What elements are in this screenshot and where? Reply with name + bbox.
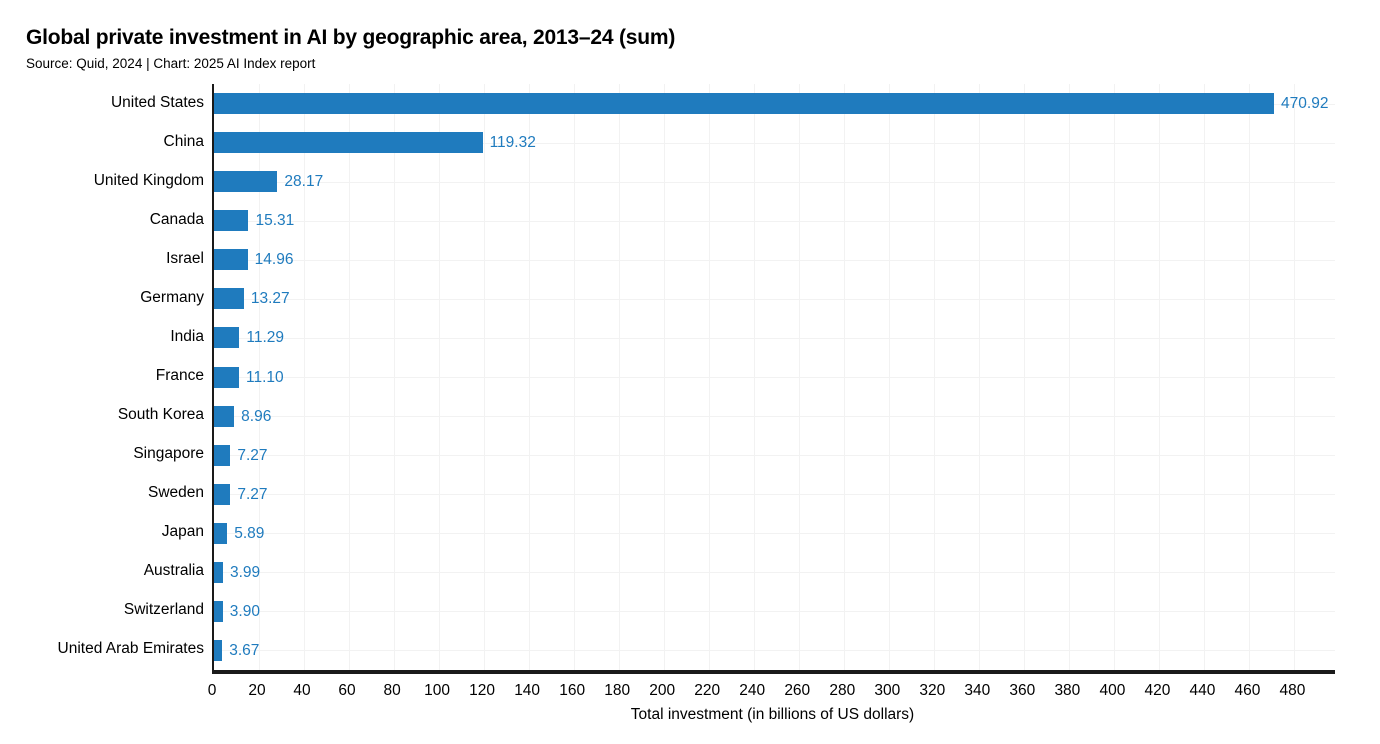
horizontal-gridline <box>214 337 1335 339</box>
x-tick-label: 200 <box>649 682 676 699</box>
category-label: France <box>155 367 204 384</box>
x-tick-label: 160 <box>559 682 586 699</box>
category-label: India <box>170 327 204 345</box>
bar-value-label: 14.96 <box>254 251 294 269</box>
bar-south-korea <box>214 405 235 427</box>
bar-switzerland <box>214 600 223 622</box>
bar-canada <box>214 210 249 232</box>
chart-source: Source: Quid, 2024 | Chart: 2025 AI Inde… <box>26 56 316 71</box>
x-tick-label: 460 <box>1234 682 1261 699</box>
bar-value-label: 11.10 <box>245 368 284 386</box>
x-tick-label: 260 <box>784 682 811 699</box>
horizontal-gridline <box>214 298 1335 300</box>
category-label: South Korea <box>117 406 204 424</box>
x-tick-label: 140 <box>514 682 541 699</box>
x-tick-label: 100 <box>424 682 451 699</box>
category-label: Singapore <box>133 445 204 463</box>
x-tick-label: 20 <box>248 682 266 699</box>
bar-united-arab-emirates <box>214 639 223 661</box>
x-tick-label: 0 <box>207 682 217 699</box>
x-tick-label: 180 <box>604 682 631 699</box>
bar-france <box>214 366 239 388</box>
category-label: Germany <box>140 288 204 306</box>
horizontal-gridline <box>214 142 1335 144</box>
category-label: China <box>163 132 205 150</box>
bar-value-label: 470.92 <box>1281 95 1329 113</box>
horizontal-gridline <box>214 650 1335 652</box>
bar-australia <box>214 561 223 583</box>
bar-israel <box>214 249 248 271</box>
bar-value-label: 13.27 <box>250 290 290 308</box>
x-tick-label: 300 <box>874 682 901 699</box>
x-tick-label: 320 <box>919 682 946 699</box>
bar-united-states <box>214 93 1275 115</box>
plot-area: 470.92 119.32 28.17 15.31 14.96 13.27 11.29 11.… <box>212 84 1335 674</box>
bar-value-label: 3.90 <box>229 602 260 620</box>
bar-singapore <box>214 444 231 466</box>
bar-united-kingdom <box>214 171 278 193</box>
x-tick-label: 420 <box>1144 682 1171 699</box>
horizontal-gridline <box>214 416 1335 418</box>
bar-value-label: 28.17 <box>284 173 324 191</box>
category-label: Sweden <box>147 484 204 502</box>
horizontal-gridline <box>214 494 1335 496</box>
x-tick-label: 240 <box>739 682 766 699</box>
x-axis-title: Total investment (in billions of US doll… <box>630 706 915 723</box>
bar-value-label: 3.99 <box>229 563 261 581</box>
category-label: Australia <box>143 562 204 580</box>
x-tick-label: 220 <box>694 682 721 699</box>
chart-title: Global private investment in AI by geogr… <box>26 26 676 49</box>
x-tick-label: 40 <box>293 682 311 699</box>
category-label: Japan <box>161 523 204 541</box>
category-label: United Arab Emirates <box>57 640 204 658</box>
x-tick-label: 340 <box>964 682 991 699</box>
horizontal-gridline <box>214 611 1335 613</box>
x-tick-label: 380 <box>1054 682 1081 699</box>
category-label: Israel <box>166 249 204 267</box>
bar-value-label: 5.89 <box>234 524 265 542</box>
bar-japan <box>214 522 228 544</box>
x-tick-label: 400 <box>1099 682 1126 699</box>
horizontal-gridline <box>214 455 1335 457</box>
bar-value-label: 7.27 <box>237 485 268 503</box>
x-tick-label: 360 <box>1009 682 1036 699</box>
category-label: United States <box>110 93 204 111</box>
horizontal-gridline <box>214 259 1335 261</box>
horizontal-gridline <box>214 533 1335 535</box>
bar-china <box>214 132 483 154</box>
horizontal-gridline <box>214 181 1335 183</box>
x-tick-label: 80 <box>383 682 401 699</box>
x-tick-label: 440 <box>1189 682 1216 699</box>
bar-sweden <box>214 483 231 505</box>
bar-value-label: 3.67 <box>229 641 260 659</box>
category-label: Canada <box>149 210 204 228</box>
category-label: United Kingdom <box>93 171 204 189</box>
bar-value-label: 15.31 <box>255 212 295 230</box>
bar-india <box>214 327 240 349</box>
bar-value-label: 119.32 <box>489 134 536 152</box>
x-tick-label: 280 <box>829 682 856 699</box>
horizontal-gridline <box>214 220 1335 222</box>
grid-layer <box>214 84 1335 670</box>
bar-value-label: 11.29 <box>246 329 285 347</box>
horizontal-gridline <box>214 377 1335 378</box>
x-tick-label: 60 <box>338 682 356 699</box>
x-tick-label: 480 <box>1279 682 1306 699</box>
bar-value-label: 8.96 <box>241 407 272 425</box>
bar-value-label: 7.27 <box>237 446 268 464</box>
horizontal-gridline <box>214 572 1335 574</box>
category-label: Switzerland <box>123 601 204 619</box>
x-tick-label: 120 <box>469 682 496 699</box>
bars-layer: 470.92 119.32 28.17 15.31 14.96 13.27 11.29 11.… <box>214 84 1335 670</box>
bar-germany <box>214 288 244 310</box>
